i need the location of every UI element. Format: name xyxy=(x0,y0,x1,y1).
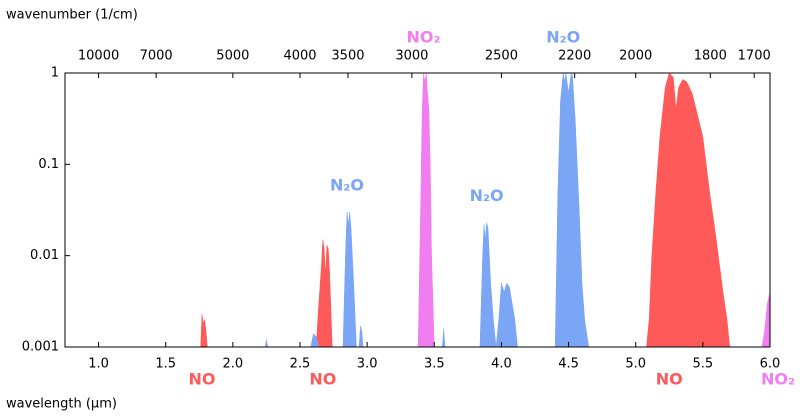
molecule-label: NO₂ xyxy=(761,370,795,389)
x2-tick-label: 2200 xyxy=(558,49,591,64)
x2-tick-label: 2000 xyxy=(619,49,652,64)
x-tick-label: 5.5 xyxy=(693,357,714,372)
x-tick-label: 4.0 xyxy=(491,357,512,372)
x2-axis-title: wavenumber (1/cm) xyxy=(6,8,138,23)
absorption-band xyxy=(200,313,208,348)
y-tick-label: 1 xyxy=(51,66,59,81)
x2-tick-label: 3000 xyxy=(395,49,428,64)
absorption-band xyxy=(554,72,590,348)
molecule-label: NO xyxy=(188,370,215,389)
molecule-label: N₂O xyxy=(470,186,504,205)
x-tick-label: 2.0 xyxy=(223,357,244,372)
x-tick-label: 4.5 xyxy=(558,357,579,372)
plot-frame xyxy=(64,72,771,348)
x-tick-label: 5.0 xyxy=(625,357,646,372)
x-tick-label: 6.0 xyxy=(760,357,781,372)
x-axis-title: wavelength (μm) xyxy=(6,397,117,412)
molecule-label: N₂O xyxy=(546,28,580,47)
absorption-band xyxy=(646,72,730,348)
absorption-band xyxy=(417,72,435,348)
molecule-label: N₂O xyxy=(330,176,364,195)
y-tick-label: 0.01 xyxy=(30,248,59,263)
x-tick-label: 1.0 xyxy=(88,357,109,372)
absorption-band xyxy=(442,222,518,348)
x2-tick-label: 3500 xyxy=(331,49,364,64)
x2-tick-label: 2500 xyxy=(485,49,518,64)
x-tick-label: 3.5 xyxy=(424,357,445,372)
y-tick-label: 0.001 xyxy=(22,340,59,355)
x-tick-label: 1.5 xyxy=(155,357,176,372)
x2-tick-label: 5000 xyxy=(216,49,249,64)
x2-tick-label: 7000 xyxy=(140,49,173,64)
absorption-band xyxy=(761,291,771,348)
absorption-band xyxy=(315,239,333,348)
x2-tick-label: 1700 xyxy=(738,49,771,64)
absorption-band xyxy=(264,212,364,348)
molecule-label: NO₂ xyxy=(407,28,441,47)
y-tick-label: 0.1 xyxy=(38,157,59,172)
x2-tick-label: 1800 xyxy=(694,49,727,64)
x-tick-label: 3.0 xyxy=(357,357,378,372)
x-tick-label: 2.5 xyxy=(290,357,311,372)
molecule-label: NO xyxy=(656,370,683,389)
x2-tick-label: 4000 xyxy=(283,49,316,64)
molecule-label: NO xyxy=(309,370,336,389)
x2-tick-label: 10000 xyxy=(78,49,119,64)
